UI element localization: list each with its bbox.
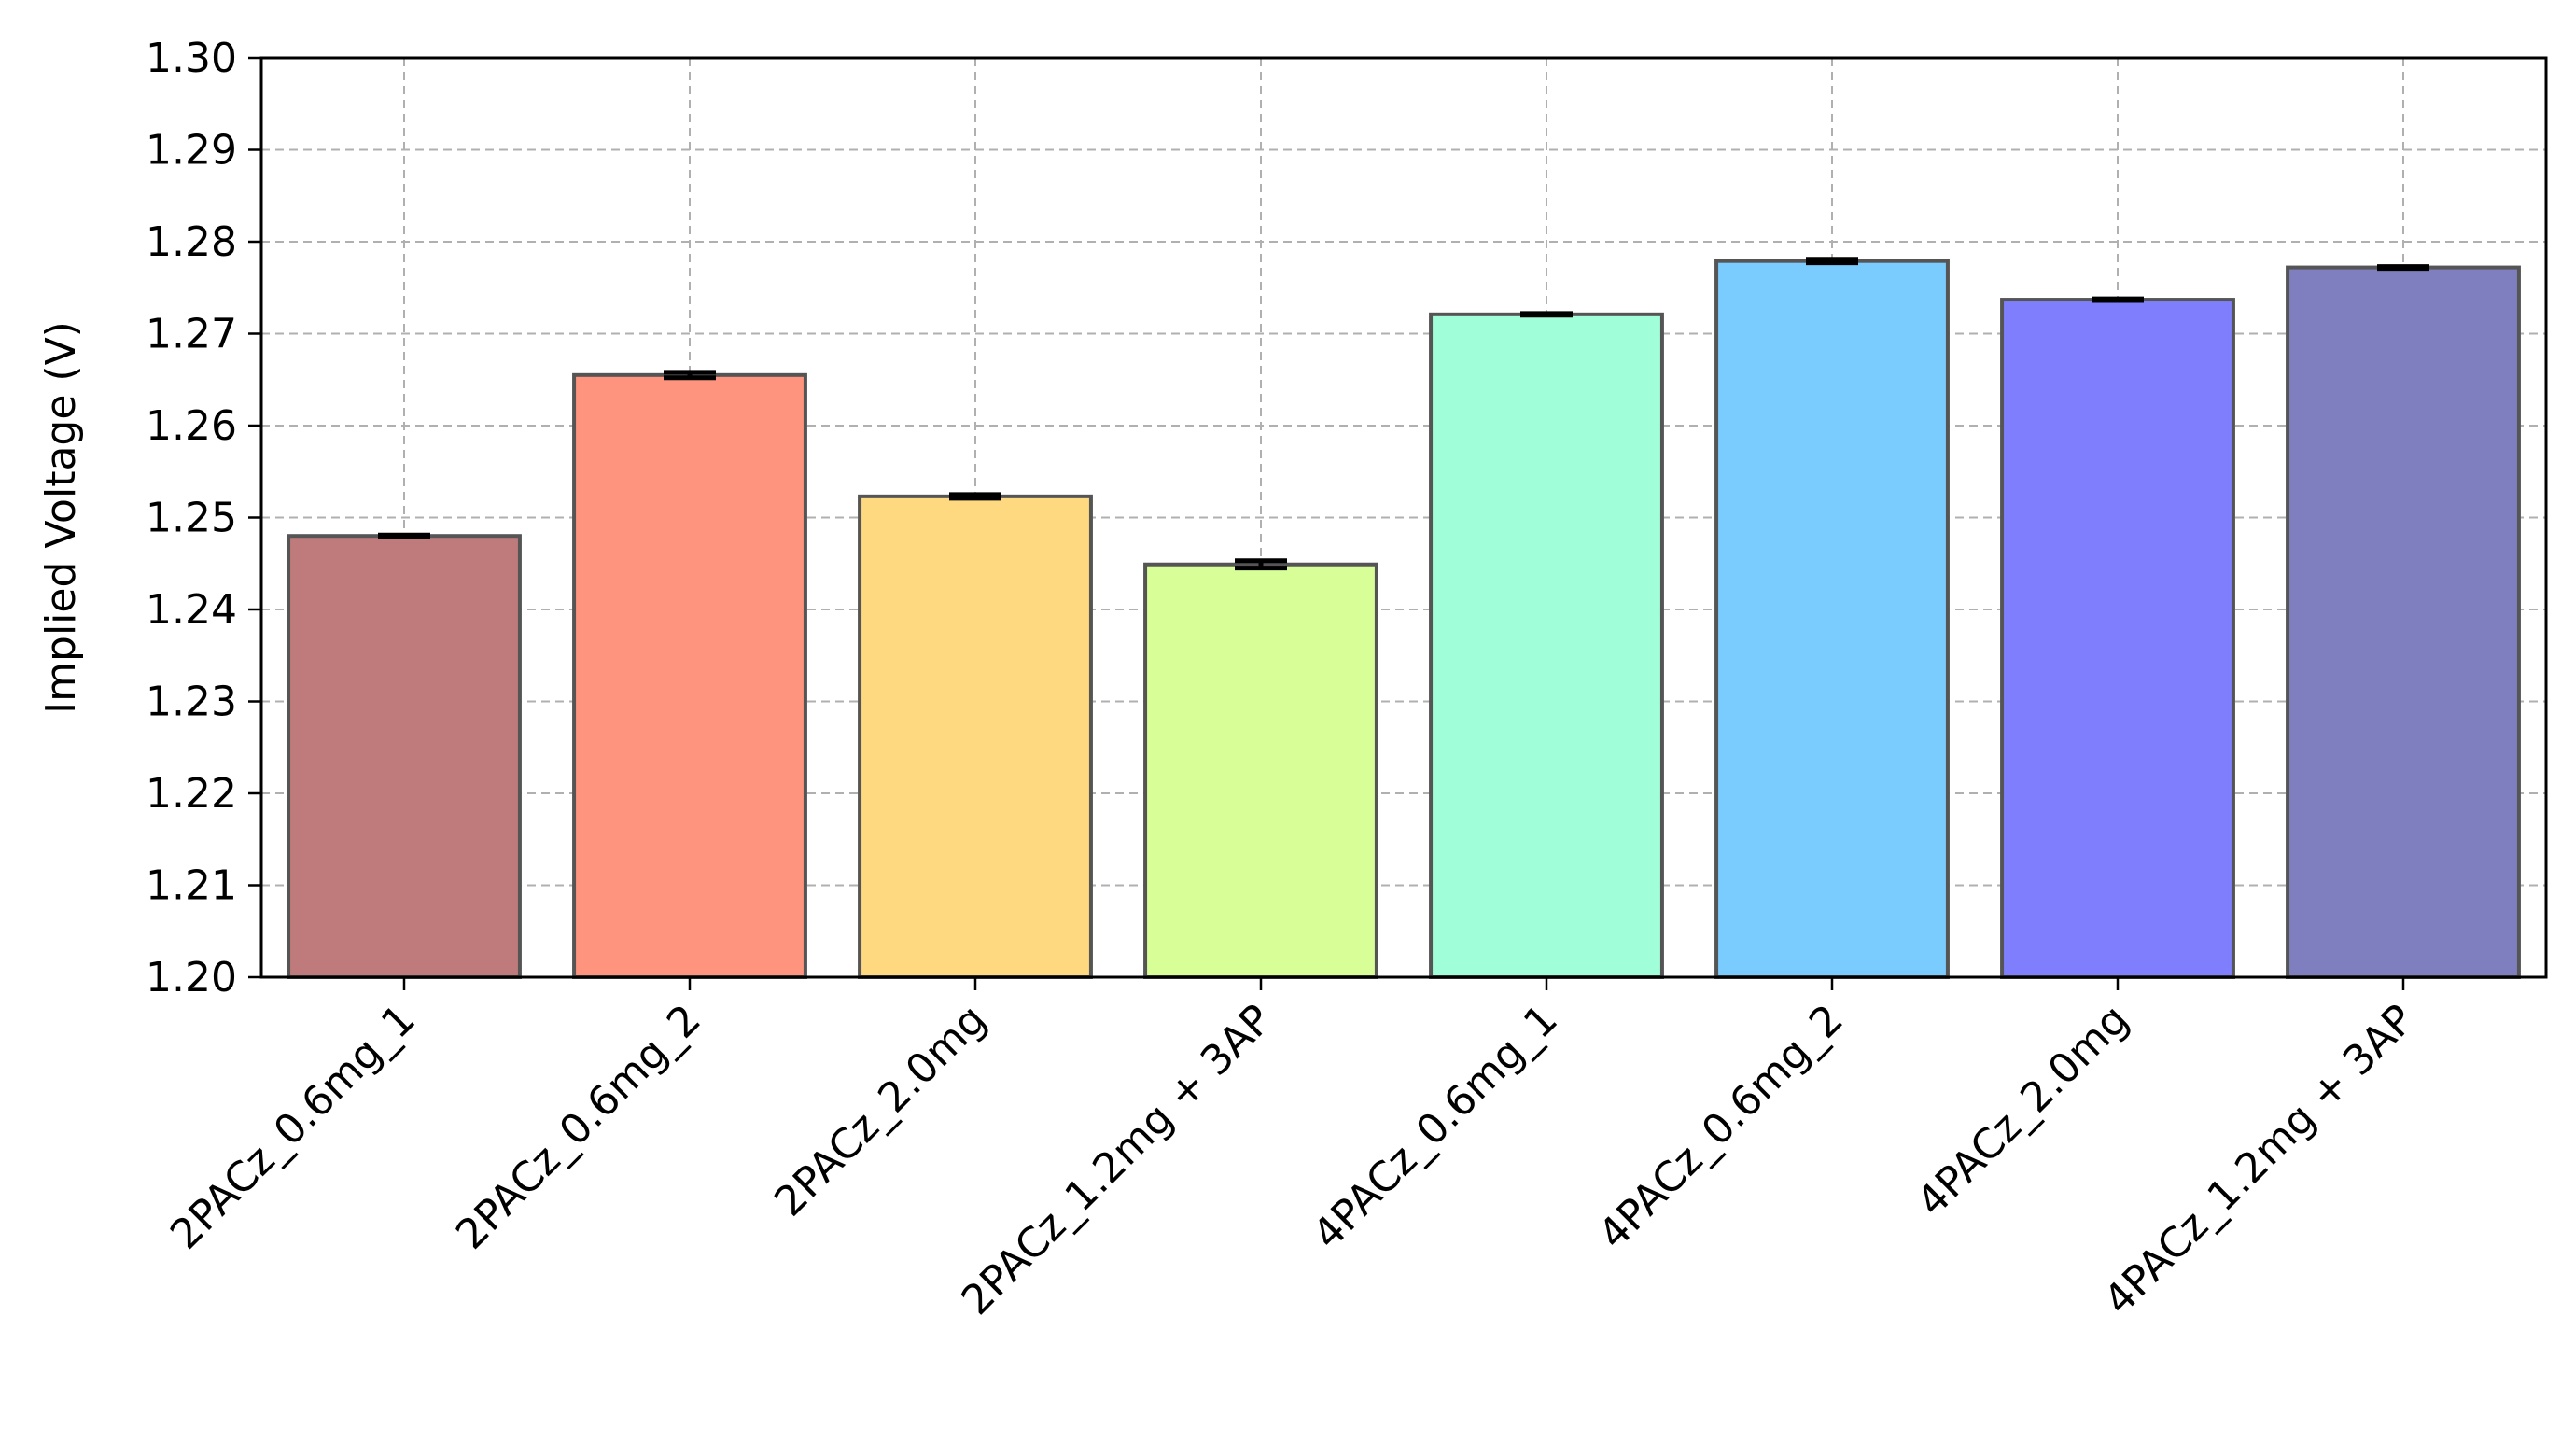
- bar-7: [2000, 298, 2235, 979]
- y-tick-label: 1.23: [146, 679, 237, 726]
- x-tick-label: 4PACz_0.6mg_1: [1304, 996, 1567, 1259]
- y-tick-label: 1.25: [146, 495, 237, 542]
- x-tick-label: 2PACz_0.6mg_1: [161, 996, 425, 1259]
- y-tick-label: 1.29: [146, 127, 237, 175]
- bars: [287, 259, 2521, 979]
- y-tick-label: 1.27: [146, 311, 237, 358]
- y-tick-label: 1.26: [146, 402, 237, 450]
- bar-6: [1714, 259, 1950, 979]
- bar-3: [858, 494, 1093, 979]
- x-tick-label: 2PACz_0.6mg_2: [447, 996, 710, 1259]
- x-tick-label: 2PACz_2.0mg: [765, 996, 996, 1226]
- x-tick-label: 4PACz_2.0mg: [1908, 996, 2138, 1226]
- bar-5: [1429, 312, 1664, 979]
- y-tick-label: 1.22: [146, 770, 237, 818]
- y-tick-label: 1.28: [146, 218, 237, 266]
- x-tick-label: 4PACz_1.2mg + 3AP: [2095, 996, 2424, 1324]
- y-axis-title: Implied Voltage (V): [37, 321, 85, 714]
- bar-8: [2286, 265, 2521, 979]
- x-axis-ticks: 2PACz_0.6mg_1 2PACz_0.6mg_2 2PACz_2.0mg2PA…: [161, 977, 2424, 1324]
- y-tick-label: 1.24: [146, 586, 237, 634]
- error-bars: [378, 257, 2429, 571]
- bar-2: [572, 372, 807, 979]
- x-tick-label: 4PACz_0.6mg_2: [1589, 996, 1853, 1259]
- x-tick-label: 2PACz_1.2mg + 3AP: [953, 996, 1281, 1324]
- y-axis-ticks: 1.20 1.21 1.22 1.23 1.24 1.25 1.26 1.27 1.28 1.29…: [146, 35, 261, 1001]
- y-tick-label: 1.30: [146, 35, 237, 82]
- y-tick-label: 1.20: [146, 954, 237, 1001]
- y-tick-label: 1.21: [146, 862, 237, 910]
- bar-4: [1143, 562, 1378, 979]
- bar-1: [287, 534, 522, 979]
